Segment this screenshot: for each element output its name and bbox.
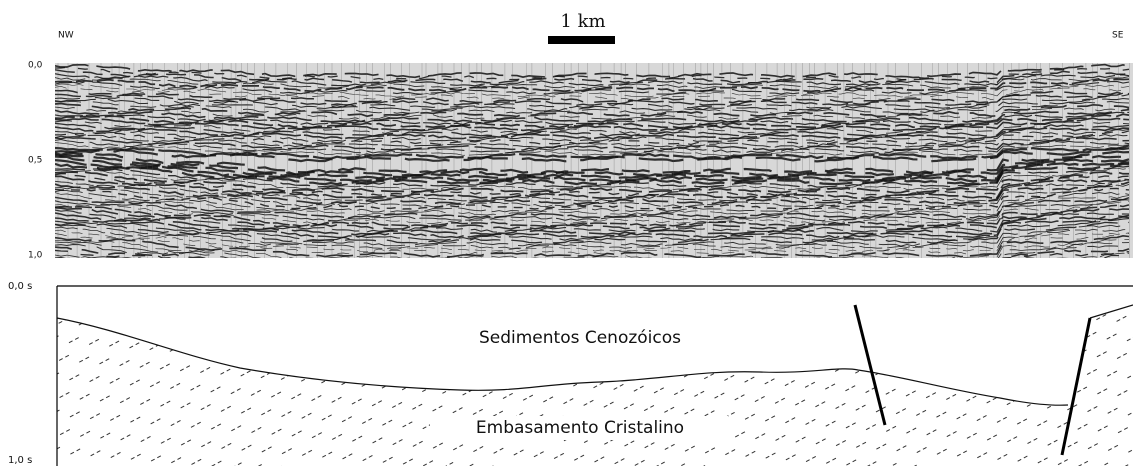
seismic-trace [55,258,1129,279]
upper-unit: Sedimentos Cenozóicos [479,328,681,348]
section-tick: 1,0 s [8,455,32,466]
seismic-trace [55,256,1129,277]
seismic-tick: 1,0 [28,251,43,261]
seismic-tick: 0,5 [28,156,42,166]
section-tick: 0,0 s [8,281,32,292]
lower-unit: Embasamento Cristalino [476,418,684,438]
scale-bar [548,36,615,44]
figure: NW SE 1 km 0,0 0,5 1,0 Sedimentos Cenozó… [0,0,1133,466]
left-label: NW [58,31,74,41]
seismic-panel [55,63,1133,258]
seismic-tick: 0,0 [28,61,43,71]
scale-label: 1 km [560,11,605,32]
right-label: SE [1112,31,1124,41]
